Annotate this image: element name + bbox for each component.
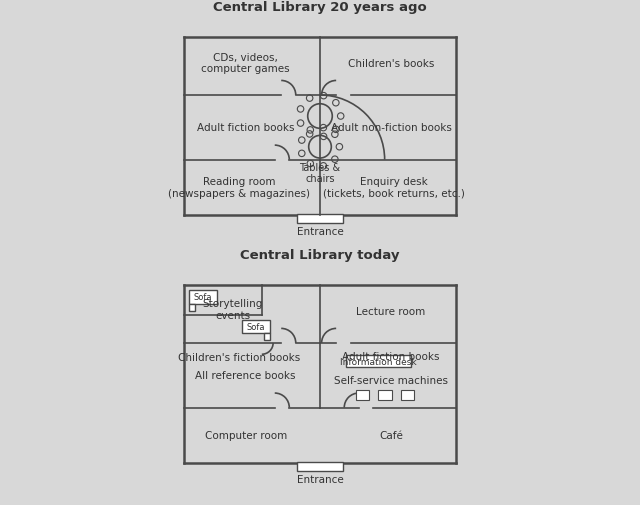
Bar [264, 334, 270, 341]
Text: Adult fiction books: Adult fiction books [197, 123, 294, 133]
Text: All reference books: All reference books [195, 371, 296, 380]
Bar [401, 390, 414, 400]
Text: Adult fiction books: Adult fiction books [342, 351, 440, 361]
Text: Adult non-fiction books: Adult non-fiction books [331, 123, 452, 133]
Text: Sofa: Sofa [247, 323, 266, 332]
Text: CDs, videos,
computer games: CDs, videos, computer games [202, 53, 290, 74]
Text: Entrance: Entrance [296, 227, 344, 237]
Text: Café: Café [379, 430, 403, 440]
Text: Storytelling
events: Storytelling events [202, 298, 263, 320]
Bar [298, 214, 342, 223]
Bar [189, 305, 195, 312]
Text: Entrance: Entrance [296, 474, 344, 484]
Title: Central Library 20 years ago: Central Library 20 years ago [213, 1, 427, 14]
Text: Information desk: Information desk [340, 357, 417, 366]
Text: Children's books: Children's books [348, 59, 435, 69]
Text: Children's fiction books: Children's fiction books [178, 353, 300, 363]
Bar [243, 321, 270, 334]
Text: Computer room: Computer room [205, 430, 287, 440]
Bar [298, 462, 342, 471]
Text: Sofa: Sofa [193, 293, 212, 302]
Bar [346, 355, 410, 368]
Text: Self-service machines: Self-service machines [334, 375, 448, 385]
Bar [189, 290, 216, 305]
Title: Central Library today: Central Library today [240, 248, 400, 262]
Bar [356, 390, 369, 400]
Bar [378, 390, 392, 400]
Text: Reading room
(newspapers & magazines): Reading room (newspapers & magazines) [168, 177, 310, 198]
Text: Enquiry desk
(tickets, book returns, etc.): Enquiry desk (tickets, book returns, etc… [323, 177, 465, 198]
Text: Lecture room: Lecture room [356, 306, 426, 316]
Text: Tables &
chairs: Tables & chairs [300, 163, 340, 184]
